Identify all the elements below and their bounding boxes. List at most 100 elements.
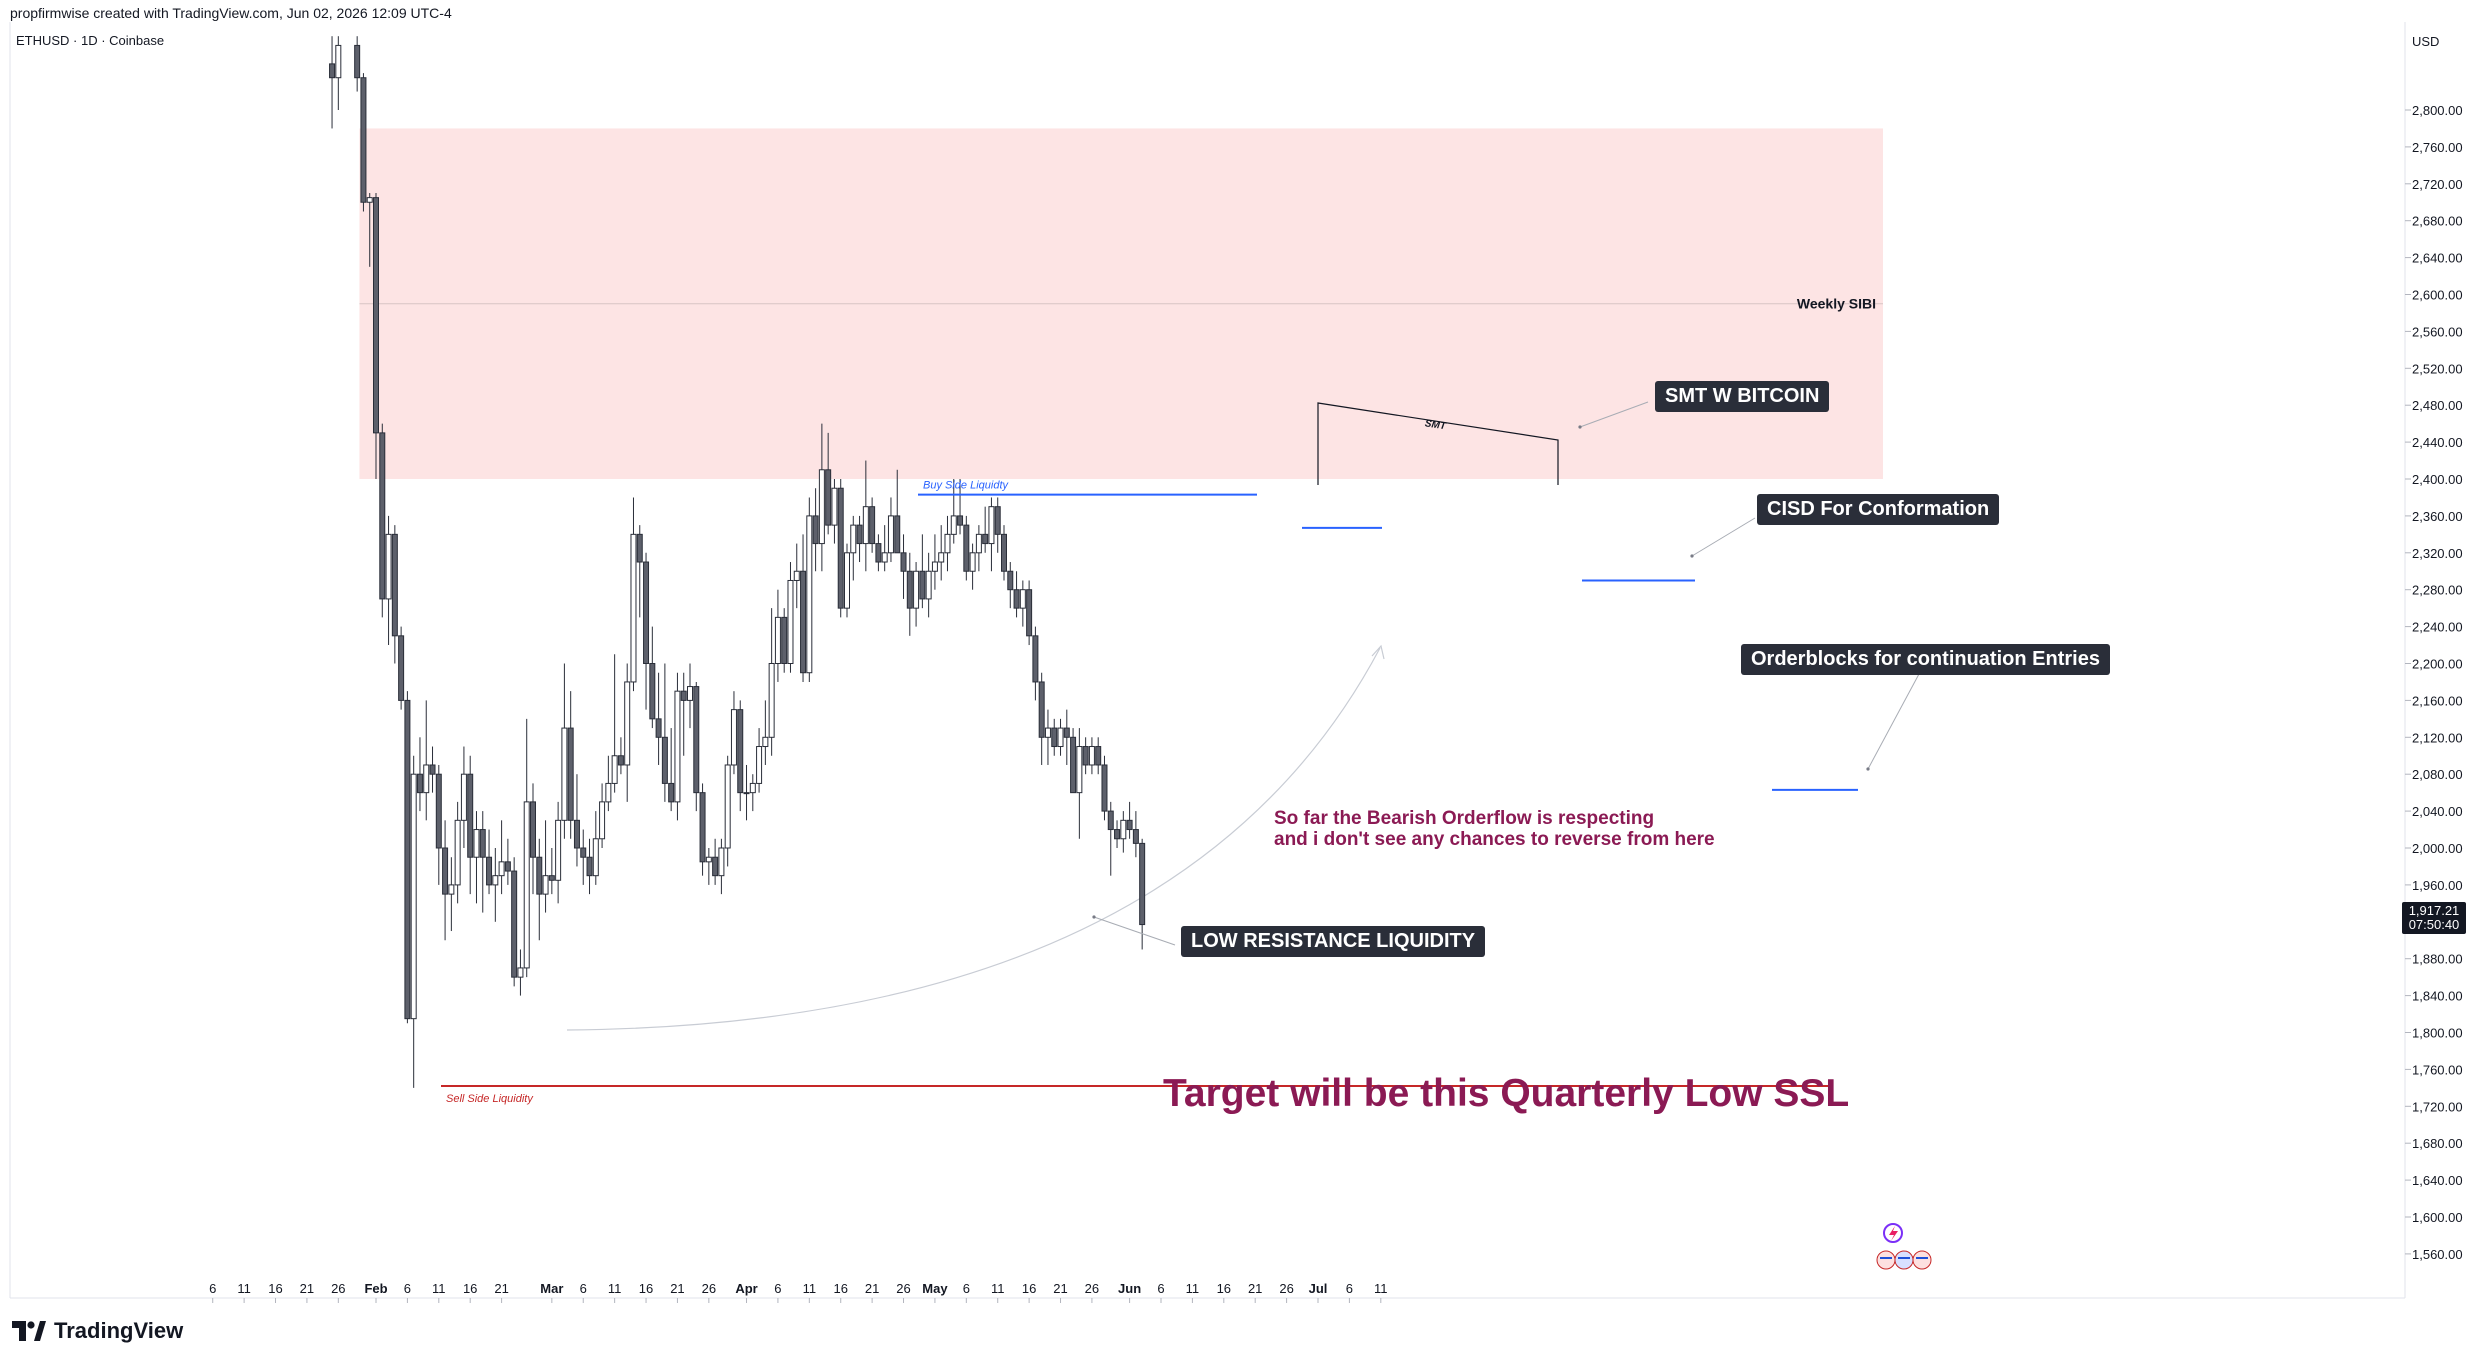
orderblocks-label: Orderblocks for continuation Entries: [1741, 644, 2110, 675]
x-tick-label: 6: [963, 1281, 970, 1296]
y-tick-label: 2,160.00: [2412, 693, 2463, 708]
x-tick-label: 21: [494, 1281, 508, 1296]
y-tick-label: 2,200.00: [2412, 657, 2463, 672]
y-tick-label: 1,640.00: [2412, 1173, 2463, 1188]
x-tick-label: 11: [432, 1281, 446, 1296]
candle-body: [542, 875, 549, 895]
x-tick-label: 6: [404, 1281, 411, 1296]
candle-body: [988, 506, 995, 545]
x-tick-label: Jul: [1309, 1281, 1328, 1296]
candle-body: [504, 861, 511, 872]
candle-body: [712, 856, 719, 877]
y-tick-label: 2,440.00: [2412, 435, 2463, 450]
candle-body: [1088, 746, 1095, 766]
x-tick-label: 21: [1248, 1281, 1262, 1296]
y-tick-label: 1,960.00: [2412, 878, 2463, 893]
candle-body: [825, 469, 832, 526]
x-tick-label: 11: [1186, 1281, 1200, 1296]
y-tick-label: 2,720.00: [2412, 177, 2463, 192]
x-tick-label: 11: [991, 1281, 1005, 1296]
candle-body: [410, 773, 417, 1020]
candle-body: [335, 44, 342, 79]
y-tick-label: 2,400.00: [2412, 472, 2463, 487]
candle-body: [442, 847, 449, 895]
candle-body: [385, 533, 392, 600]
y-tick-label: 2,320.00: [2412, 546, 2463, 561]
pointer-dot: [1578, 425, 1582, 429]
candle-body: [1026, 589, 1033, 637]
smt-bitcoin-label: SMT W BITCOIN: [1655, 381, 1830, 412]
x-tick-label: 16: [639, 1281, 653, 1296]
x-tick-label: 16: [833, 1281, 847, 1296]
pointer-dot: [1866, 767, 1870, 771]
candle-body: [1044, 727, 1051, 738]
candle-body: [360, 77, 367, 203]
candle-body: [869, 506, 876, 545]
candle-body: [1051, 727, 1058, 748]
candle-body: [523, 801, 530, 969]
candle-body: [963, 524, 970, 572]
tradingview-logo[interactable]: TradingView: [12, 1316, 183, 1346]
candle-body: [900, 552, 907, 572]
bearish-note-line2: and i don't see any chances to reverse f…: [1274, 829, 1715, 850]
x-tick-label: 6: [580, 1281, 587, 1296]
candle-body: [844, 552, 850, 609]
bearish-note-line1: So far the Bearish Orderflow is respecti…: [1274, 808, 1655, 829]
tradingview-logo-icon: [12, 1321, 46, 1341]
candle-body: [624, 681, 631, 766]
candle-body: [643, 561, 650, 665]
economic-event-icon: [1912, 1250, 1932, 1270]
candle-body: [931, 561, 938, 572]
x-tick-label: 21: [1053, 1281, 1067, 1296]
candle-body: [536, 856, 543, 895]
y-tick-label: 2,760.00: [2412, 140, 2463, 155]
smt-divergence-line: [1317, 402, 1559, 485]
buy-side-liquidity-label: Buy Side Liquidty: [923, 480, 1009, 492]
y-tick-label: 1,600.00: [2412, 1210, 2463, 1225]
low-resistance-curve: [566, 647, 1381, 1031]
last-price-tag: 1,917.21 07:50:40: [2402, 902, 2466, 934]
lightning-icon: [1889, 1226, 1898, 1241]
candle-body: [774, 616, 781, 664]
candle-body: [592, 838, 599, 877]
y-tick-label: 1,880.00: [2412, 952, 2463, 967]
candle-body: [687, 686, 693, 701]
x-tick-label: 16: [1022, 1281, 1036, 1296]
created-by-text: propfirmwise created with TradingView.co…: [10, 5, 452, 21]
candle-body: [573, 819, 580, 849]
candle-body: [1095, 746, 1102, 766]
candle-body: [429, 764, 436, 775]
y-tick-label: 1,720.00: [2412, 1099, 2463, 1114]
y-tick-label: 1,560.00: [2412, 1247, 2463, 1262]
candle-body: [975, 533, 982, 554]
sell-side-liquidity-label: Sell Side Liquidity: [446, 1093, 534, 1105]
economic-event-icon: [1894, 1250, 1914, 1270]
candle-body: [668, 782, 675, 803]
candle-body: [1132, 829, 1139, 844]
symbol-label[interactable]: ETHUSD · 1D · Coinbase: [16, 33, 165, 48]
candle-body: [1007, 570, 1014, 591]
candle-body: [586, 856, 593, 877]
candle-body: [366, 197, 373, 203]
y-tick-label: 2,040.00: [2412, 804, 2463, 819]
smt-small-label: SMT: [1424, 418, 1447, 432]
x-tick-label: 6: [1157, 1281, 1164, 1296]
currency-label[interactable]: USD: [2412, 34, 2440, 49]
last-price-value: 1,917.21: [2408, 903, 2460, 918]
y-tick-label: 2,520.00: [2412, 361, 2463, 376]
candle-body: [957, 515, 964, 526]
candle-body: [649, 663, 656, 720]
bar-countdown: 07:50:40: [2408, 917, 2460, 932]
candle-body: [511, 870, 518, 978]
candle-body: [887, 515, 894, 554]
candle-body: [636, 533, 643, 563]
candle-body: [498, 861, 505, 877]
candle-body: [580, 847, 587, 858]
x-tick-label: 6: [774, 1281, 781, 1296]
candle-body: [599, 801, 606, 840]
candle-body: [460, 773, 467, 821]
candle-body: [611, 755, 618, 784]
candle-body: [944, 533, 951, 554]
pointer-dot: [1690, 554, 1694, 558]
